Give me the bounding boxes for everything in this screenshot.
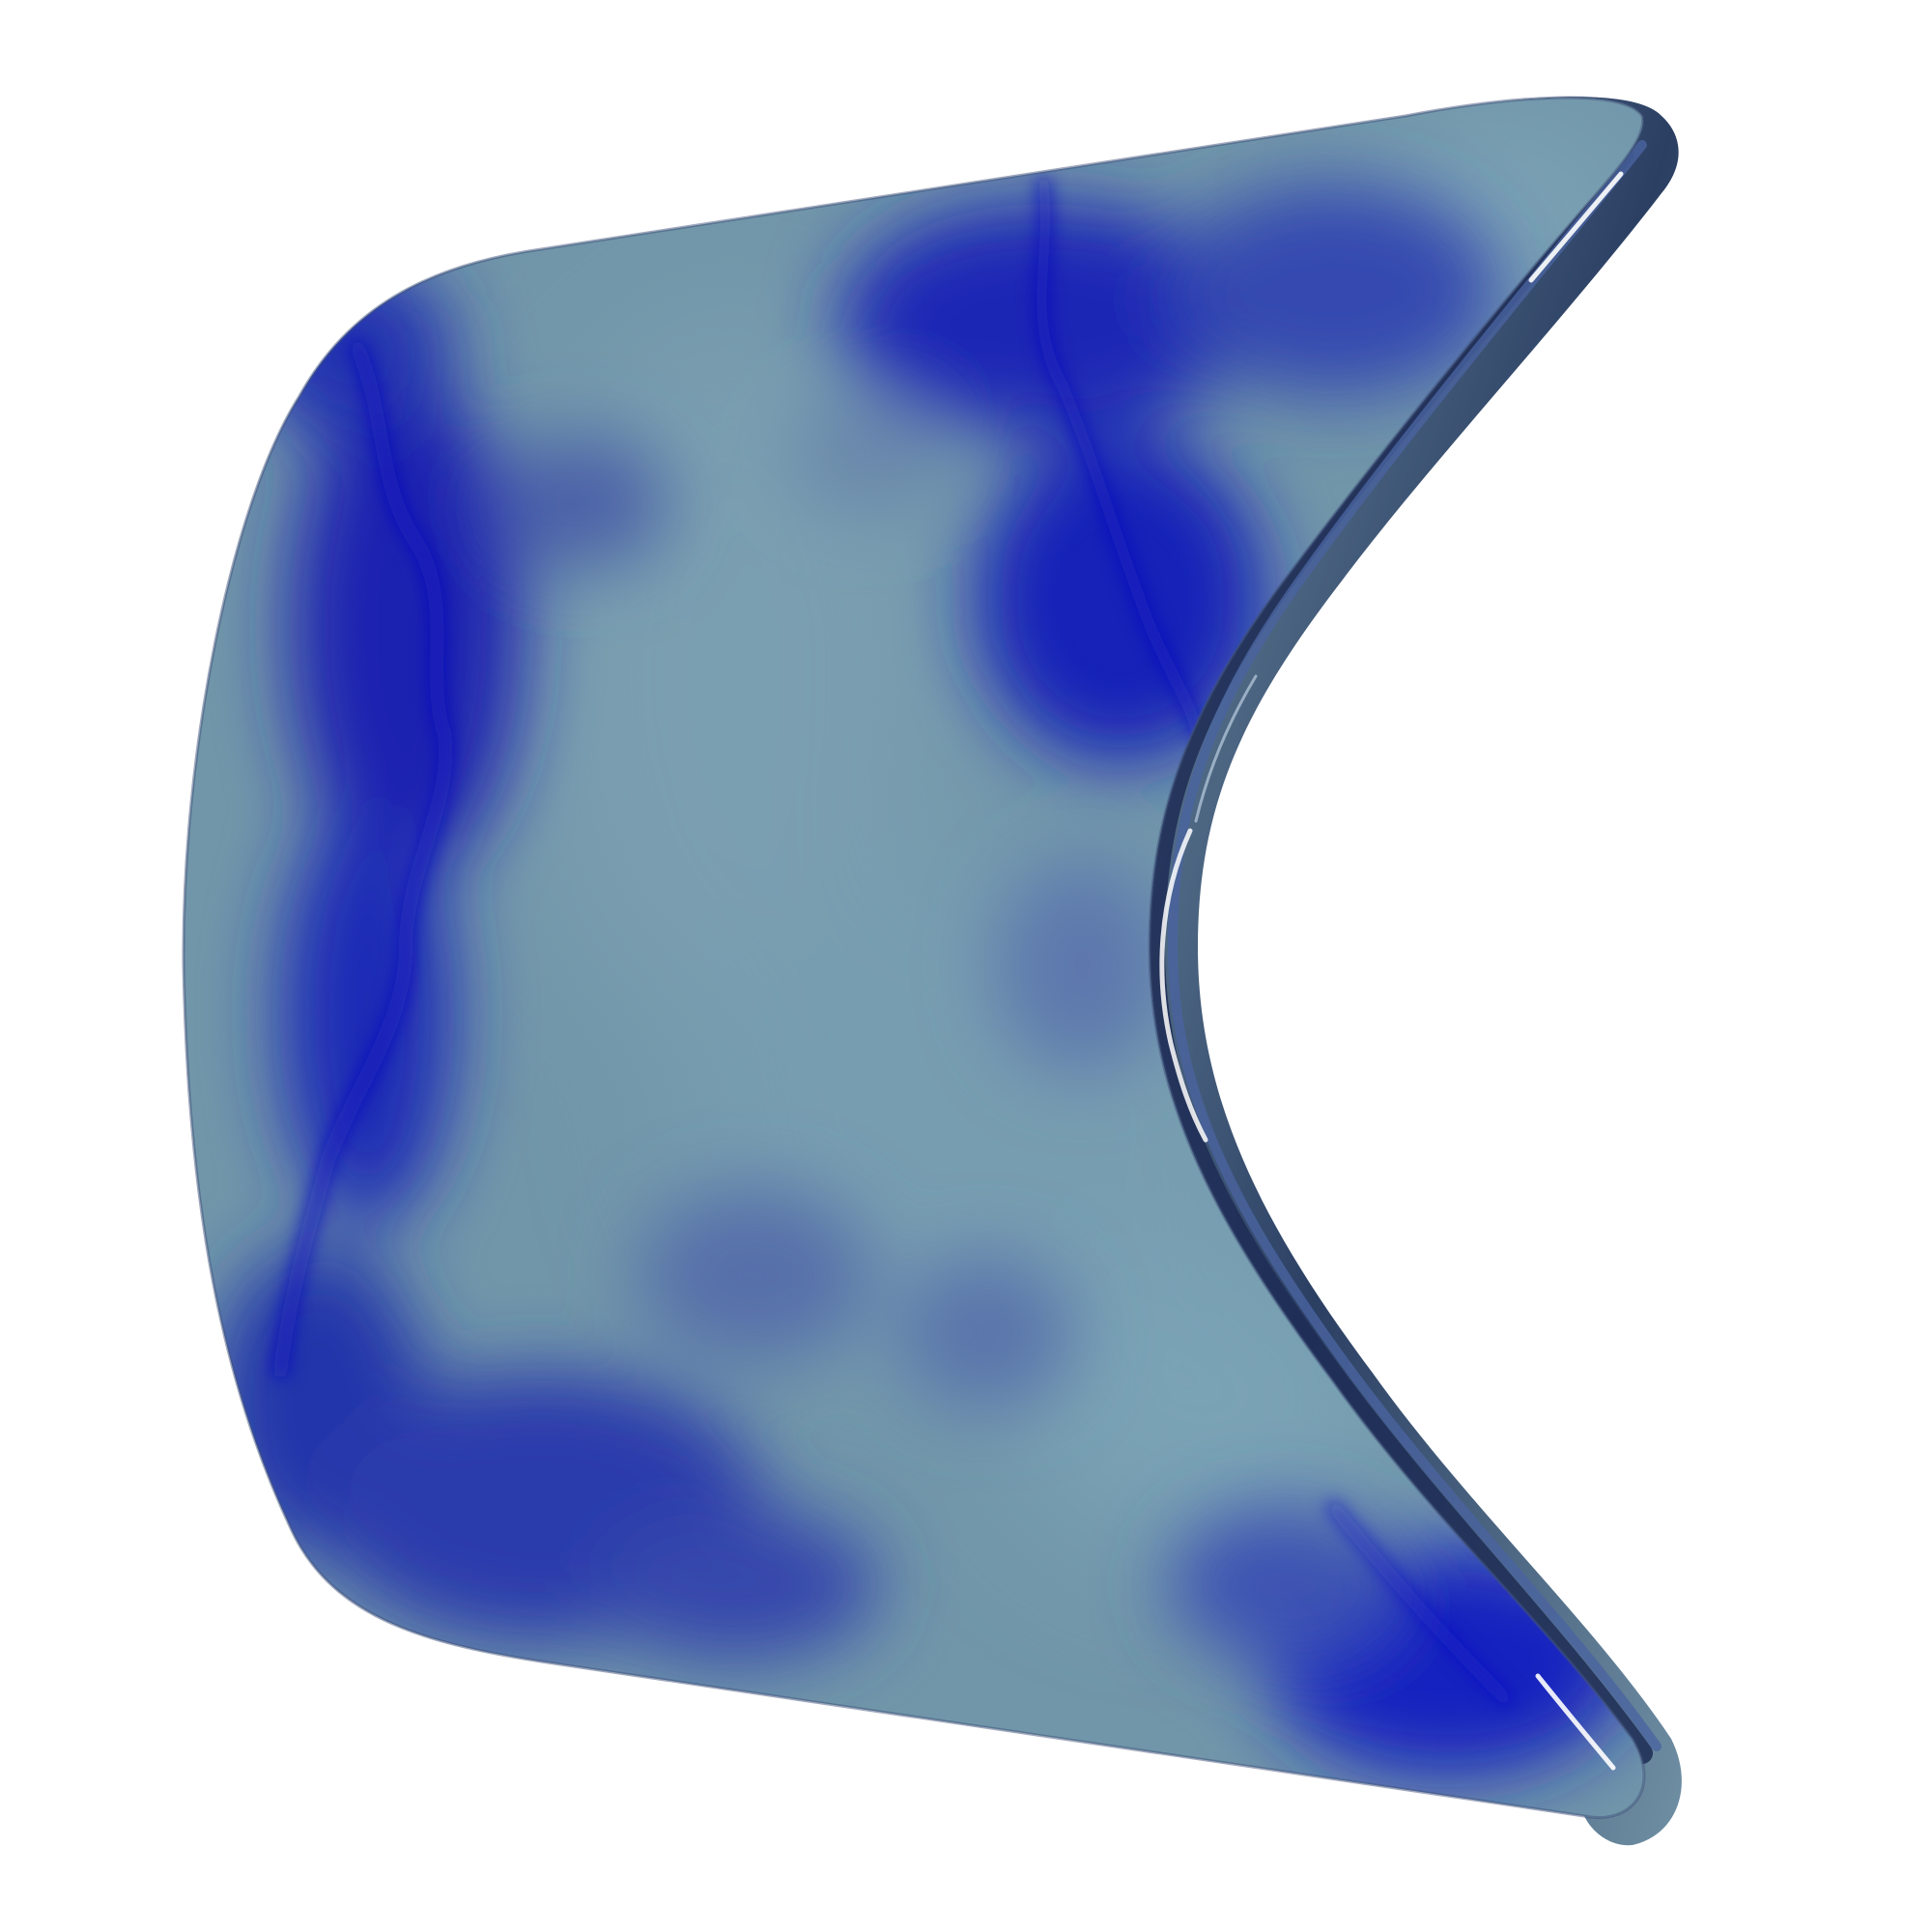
specular-highlights [1159,171,1624,1771]
